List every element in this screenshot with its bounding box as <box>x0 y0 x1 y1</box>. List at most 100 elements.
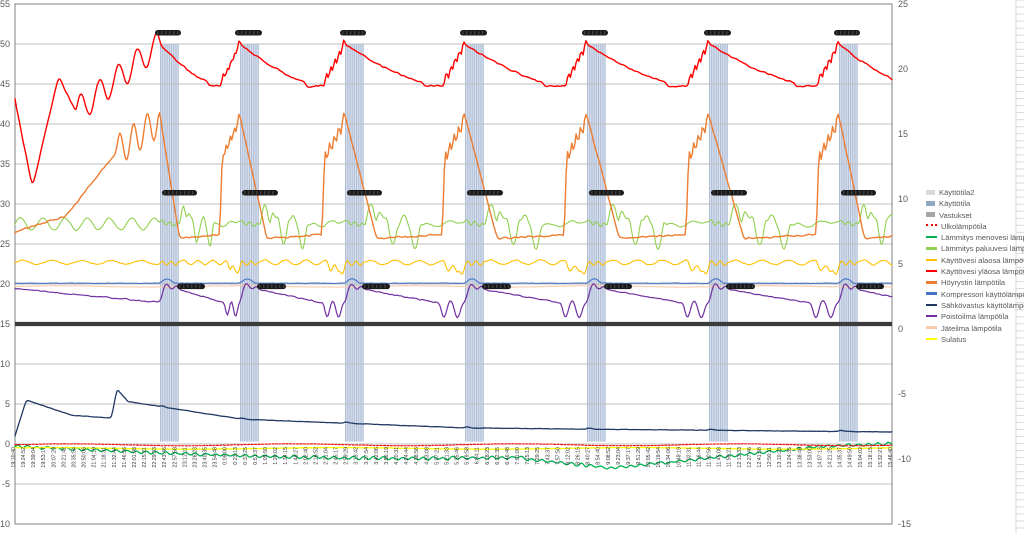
svg-text:3:42:06: 3:42:06 <box>374 447 380 465</box>
svg-text:8:12:02: 8:12:02 <box>565 447 571 465</box>
svg-text:11:30:56: 11:30:56 <box>707 447 713 467</box>
svg-text:21:04:19: 21:04:19 <box>92 447 98 468</box>
svg-text:23:26:23: 23:26:23 <box>192 447 198 468</box>
svg-text:11:45:08: 11:45:08 <box>717 447 723 467</box>
svg-text:2:16:52: 2:16:52 <box>313 447 319 465</box>
svg-text:6:32:35: 6:32:35 <box>495 447 501 465</box>
svg-text:-5: -5 <box>898 389 906 399</box>
svg-text:12:13:33: 12:13:33 <box>737 447 743 468</box>
svg-text:14:21:25: 14:21:25 <box>828 447 834 468</box>
svg-text:2:31:04: 2:31:04 <box>323 447 329 465</box>
svg-text:11:02:31: 11:02:31 <box>686 447 692 467</box>
svg-text:14:35:37: 14:35:37 <box>838 447 844 468</box>
svg-text:2:45:17: 2:45:17 <box>334 447 340 465</box>
svg-text:22:01:08: 22:01:08 <box>132 447 138 468</box>
svg-text:35: 35 <box>0 159 10 169</box>
svg-text:13:10:23: 13:10:23 <box>777 447 783 468</box>
svg-text:0:37:25: 0:37:25 <box>243 447 249 465</box>
svg-text:1:05:50: 1:05:50 <box>263 447 269 465</box>
svg-text:9:23:04: 9:23:04 <box>616 447 622 465</box>
svg-text:15:04:02: 15:04:02 <box>858 447 864 468</box>
svg-text:45: 45 <box>0 79 10 89</box>
svg-text:19:39:04: 19:39:04 <box>31 447 37 468</box>
svg-text:1:48:27: 1:48:27 <box>293 447 299 465</box>
svg-text:5: 5 <box>898 259 903 269</box>
svg-text:15:18:15: 15:18:15 <box>868 447 874 468</box>
svg-text:13:24:35: 13:24:35 <box>787 447 793 468</box>
svg-text:20: 20 <box>0 279 10 289</box>
svg-text:5: 5 <box>5 399 10 409</box>
svg-text:10: 10 <box>0 359 10 369</box>
svg-text:20:50:06: 20:50:06 <box>82 447 88 468</box>
svg-text:22:43:46: 22:43:46 <box>162 447 168 468</box>
svg-text:5:07:21: 5:07:21 <box>434 447 440 465</box>
svg-text:4:10:31: 4:10:31 <box>394 447 400 465</box>
svg-text:7:43:37: 7:43:37 <box>545 447 551 465</box>
svg-text:12:56:11: 12:56:11 <box>767 447 773 467</box>
svg-text:15:46:40: 15:46:40 <box>888 447 894 468</box>
svg-text:-10: -10 <box>898 454 911 464</box>
svg-text:2:59:29: 2:59:29 <box>344 447 350 465</box>
svg-text:7:29:25: 7:29:25 <box>535 447 541 465</box>
svg-text:15:32:27: 15:32:27 <box>878 447 884 468</box>
svg-text:0: 0 <box>898 324 903 334</box>
svg-text:20:21:42: 20:21:42 <box>61 447 67 468</box>
svg-text:22:15:21: 22:15:21 <box>142 447 148 468</box>
svg-text:-5: -5 <box>2 479 10 489</box>
svg-text:10:48:19: 10:48:19 <box>676 447 682 468</box>
svg-text:5:21:33: 5:21:33 <box>444 447 450 465</box>
svg-text:3:13:42: 3:13:42 <box>354 447 360 465</box>
svg-text:19:24:52: 19:24:52 <box>21 447 27 468</box>
svg-text:10: 10 <box>898 194 908 204</box>
svg-text:10:34:06: 10:34:06 <box>666 447 672 468</box>
svg-text:23:40:35: 23:40:35 <box>203 447 209 468</box>
svg-text:4:53:08: 4:53:08 <box>424 447 430 465</box>
svg-text:23:12:11: 23:12:11 <box>182 447 188 467</box>
svg-text:40: 40 <box>0 119 10 129</box>
svg-text:1:34:15: 1:34:15 <box>283 447 289 465</box>
svg-text:7:01:00: 7:01:00 <box>515 447 521 465</box>
svg-text:4:24:44: 4:24:44 <box>404 447 410 465</box>
svg-text:6:04:11: 6:04:11 <box>475 447 481 464</box>
svg-text:9:51:29: 9:51:29 <box>636 447 642 465</box>
svg-text:22:57:58: 22:57:58 <box>172 447 178 468</box>
svg-text:20:07:29: 20:07:29 <box>51 447 57 468</box>
svg-text:5:35:46: 5:35:46 <box>455 447 461 465</box>
svg-text:0: 0 <box>5 439 10 449</box>
svg-text:25: 25 <box>898 0 908 9</box>
svg-text:0:23:13: 0:23:13 <box>233 447 239 465</box>
svg-text:12:27:46: 12:27:46 <box>747 447 753 468</box>
svg-text:55: 55 <box>0 0 10 9</box>
svg-text:9:37:17: 9:37:17 <box>626 447 632 465</box>
svg-text:6:46:48: 6:46:48 <box>505 447 511 465</box>
svg-text:11:16:44: 11:16:44 <box>696 447 702 467</box>
svg-text:0:09:00: 0:09:00 <box>223 447 229 465</box>
svg-text:-15: -15 <box>898 519 911 529</box>
svg-text:30: 30 <box>0 199 10 209</box>
svg-text:19:10:40: 19:10:40 <box>11 447 17 468</box>
svg-text:10:05:42: 10:05:42 <box>646 447 652 468</box>
svg-text:8:54:40: 8:54:40 <box>596 447 602 465</box>
svg-text:15: 15 <box>0 319 10 329</box>
svg-text:15: 15 <box>898 129 908 139</box>
svg-text:14:07:13: 14:07:13 <box>817 447 823 468</box>
svg-text:23:54:48: 23:54:48 <box>213 447 219 468</box>
svg-text:13:38:48: 13:38:48 <box>797 447 803 468</box>
svg-text:8:26:15: 8:26:15 <box>576 447 582 465</box>
svg-text:10:19:54: 10:19:54 <box>656 447 662 468</box>
svg-text:13:53:00: 13:53:00 <box>807 447 813 468</box>
svg-text:20: 20 <box>898 64 908 74</box>
svg-text:11:59:21: 11:59:21 <box>727 447 733 467</box>
svg-text:25: 25 <box>0 239 10 249</box>
svg-text:21:32:44: 21:32:44 <box>112 447 118 468</box>
svg-text:7:15:13: 7:15:13 <box>525 447 531 465</box>
svg-text:9:08:52: 9:08:52 <box>606 447 612 465</box>
svg-text:14:49:50: 14:49:50 <box>848 447 854 468</box>
svg-text:7:57:50: 7:57:50 <box>555 447 561 465</box>
svg-text:20:35:54: 20:35:54 <box>71 447 77 468</box>
svg-text:12:41:58: 12:41:58 <box>757 447 763 468</box>
svg-text:1:20:02: 1:20:02 <box>273 447 279 465</box>
svg-text:-10: -10 <box>0 519 10 529</box>
svg-text:2:02:40: 2:02:40 <box>303 447 309 465</box>
svg-text:4:38:56: 4:38:56 <box>414 447 420 465</box>
